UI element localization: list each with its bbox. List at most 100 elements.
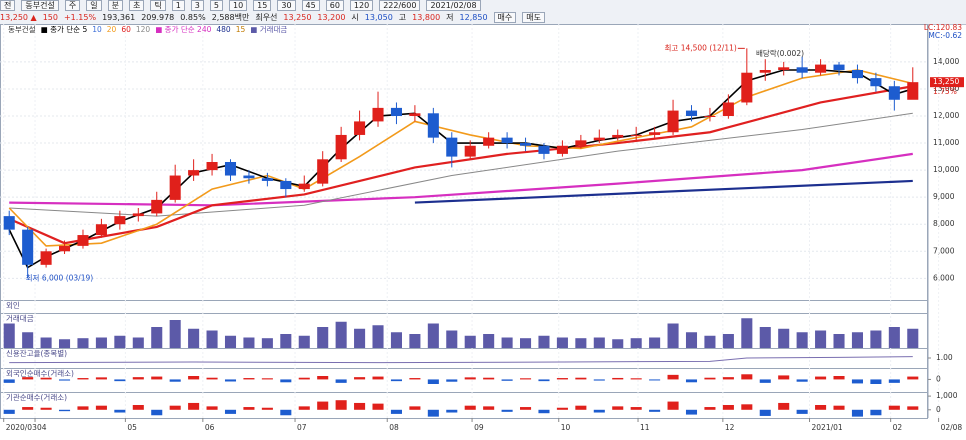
bar [206, 406, 218, 410]
annotation: 최고 14,500 (12/11) [665, 42, 737, 52]
moving-average [8, 69, 914, 269]
bar [298, 335, 310, 348]
bar [427, 409, 439, 417]
toolbar-button[interactable]: 틱 [150, 0, 166, 11]
x-tick-label: 10 [561, 423, 571, 432]
toolbar-button[interactable]: 주 [64, 0, 81, 11]
bar [151, 327, 163, 348]
quote-field: 209.978 [141, 13, 175, 22]
toolbar-button[interactable]: 222/600 [379, 0, 421, 11]
bar [575, 338, 587, 348]
toolbar-button[interactable]: 일 [86, 0, 102, 11]
bar [630, 407, 642, 410]
toolbar-button[interactable]: 1 [171, 0, 185, 11]
bar [206, 330, 218, 348]
toolbar-button[interactable]: 동부건설 [21, 0, 59, 11]
legend-entry: 120 [136, 25, 151, 34]
y-tick-label: 9,000 [933, 192, 955, 201]
candle-body [888, 86, 900, 100]
candle-body [77, 235, 89, 246]
toolbar-button[interactable]: 30 [277, 0, 296, 11]
bar [354, 328, 366, 348]
bar [169, 405, 181, 410]
bar [575, 377, 587, 380]
bar [427, 379, 439, 384]
bar [261, 338, 273, 348]
moving-average [414, 179, 913, 204]
bar [538, 335, 550, 348]
candle-body [132, 213, 144, 217]
bar [556, 407, 568, 410]
candle-body [593, 137, 605, 141]
y-tick-label: 0 [936, 405, 941, 414]
bar [778, 402, 790, 410]
bar [59, 379, 71, 381]
bar [778, 328, 790, 348]
toolbar-row: 전 동부건설 주 일 분 초 틱 1 3 5 10 15 30 45 60 120 222/600 2021/02… [0, 0, 487, 12]
toolbar-button[interactable]: 45 [301, 0, 320, 11]
moving-average [8, 85, 913, 245]
bar [372, 325, 384, 348]
toolbar-button[interactable]: 5 [209, 0, 223, 11]
bar [649, 337, 661, 348]
bar [501, 337, 513, 348]
candle-body [483, 137, 495, 146]
candle-body [261, 178, 273, 181]
candle-body [741, 72, 753, 103]
bar [888, 327, 900, 348]
y-tick-label: 0 [936, 374, 941, 383]
toolbar-button[interactable]: 전 [0, 0, 16, 11]
bar [907, 406, 919, 410]
bar [224, 379, 237, 382]
bar [833, 376, 845, 380]
toolbar-button[interactable]: 60 [325, 0, 344, 11]
bar [40, 377, 52, 380]
legend-entry: 480 [216, 25, 231, 34]
legend-entry: 60 [121, 25, 131, 34]
candle-body [224, 162, 237, 176]
bar [630, 378, 642, 380]
order-button[interactable]: 매도 [522, 12, 546, 23]
bar [722, 405, 734, 410]
bar [446, 330, 458, 348]
candle-body [464, 145, 476, 157]
candle-body [95, 224, 107, 236]
candle-body [114, 216, 126, 225]
candle-body [409, 113, 421, 116]
bar [630, 338, 642, 348]
bar [483, 406, 495, 410]
panel-title: 신용잔고율(종목별) [6, 348, 67, 358]
candle-body [630, 134, 642, 136]
x-tick-label: 02/08 [941, 423, 963, 432]
line [9, 356, 913, 364]
bar [22, 377, 34, 380]
bar [446, 409, 458, 413]
toolbar-button[interactable]: 3 [190, 0, 204, 11]
candle-body [40, 251, 52, 265]
bar [40, 407, 52, 410]
order-button[interactable]: 매수 [493, 12, 517, 23]
toolbar-button[interactable]: 10 [228, 0, 248, 11]
bar [612, 377, 624, 380]
candle-body [169, 175, 181, 200]
quote-field: 12,850 [459, 13, 488, 22]
toolbar-button[interactable]: 15 [253, 0, 272, 11]
candle-body [520, 143, 532, 146]
bar [483, 334, 495, 348]
candle-body [151, 199, 163, 214]
toolbar-button[interactable]: 2021/02/08 [426, 0, 481, 11]
toolbar-button[interactable]: 120 [349, 0, 374, 11]
quote-field: +1.15% [63, 13, 97, 22]
toolbar-button[interactable]: 초 [128, 0, 145, 11]
bar [704, 335, 716, 348]
toolbar-button[interactable]: 분 [107, 0, 123, 11]
bar [575, 405, 587, 410]
bar [77, 406, 89, 410]
bar [114, 379, 126, 382]
legend-entry: 20 [107, 25, 117, 34]
bar [464, 335, 476, 348]
bar [3, 409, 15, 414]
bar [390, 409, 402, 414]
bar [759, 327, 771, 348]
bar [685, 379, 698, 383]
